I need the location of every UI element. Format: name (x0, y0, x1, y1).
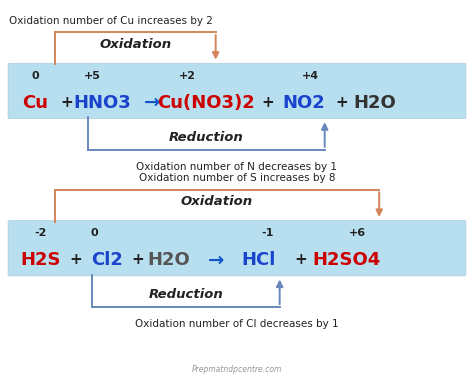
Text: Oxidation number of N decreases by 1: Oxidation number of N decreases by 1 (137, 162, 337, 172)
Text: -2: -2 (34, 229, 46, 238)
Text: +2: +2 (179, 71, 196, 81)
Text: Cl2: Cl2 (91, 251, 123, 269)
Text: 0: 0 (32, 71, 39, 81)
Text: +4: +4 (302, 71, 319, 81)
Text: Oxidation number of Cu increases by 2: Oxidation number of Cu increases by 2 (9, 16, 213, 26)
Text: 0: 0 (91, 229, 99, 238)
Text: H2S: H2S (20, 251, 61, 269)
Text: Cu: Cu (23, 94, 48, 112)
Text: Reduction: Reduction (169, 131, 244, 144)
Text: →: → (208, 251, 224, 269)
Text: +6: +6 (349, 229, 366, 238)
Text: Reduction: Reduction (149, 288, 223, 301)
Text: Cu(NO3)2: Cu(NO3)2 (157, 94, 255, 112)
FancyBboxPatch shape (8, 63, 466, 119)
Text: Oxidation: Oxidation (181, 195, 253, 208)
Text: +5: +5 (84, 71, 101, 81)
Text: +: + (60, 95, 73, 110)
Text: Prepmatndpcentre.com: Prepmatndpcentre.com (192, 365, 282, 374)
Text: +: + (262, 95, 274, 110)
Text: +: + (335, 95, 347, 110)
Text: -1: -1 (262, 229, 274, 238)
Text: H2O: H2O (147, 251, 190, 269)
Text: +: + (295, 252, 307, 268)
Text: Oxidation: Oxidation (99, 38, 171, 51)
Text: H2SO4: H2SO4 (312, 251, 380, 269)
Text: +: + (131, 252, 144, 268)
Text: NO2: NO2 (282, 94, 325, 112)
Text: Oxidation number of Cl decreases by 1: Oxidation number of Cl decreases by 1 (135, 319, 339, 329)
Text: HNO3: HNO3 (73, 94, 131, 112)
FancyBboxPatch shape (8, 221, 466, 276)
Text: Oxidation number of S increases by 8: Oxidation number of S increases by 8 (139, 173, 335, 183)
Text: HCl: HCl (241, 251, 275, 269)
Text: →: → (144, 93, 160, 112)
Text: +: + (70, 252, 82, 268)
Text: H2O: H2O (353, 94, 396, 112)
